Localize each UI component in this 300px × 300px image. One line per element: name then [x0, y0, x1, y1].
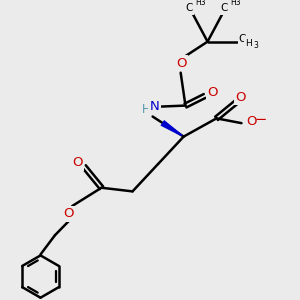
Text: O: O: [176, 57, 187, 70]
Text: −: −: [255, 112, 267, 127]
Polygon shape: [160, 120, 182, 136]
Text: H3: H3: [195, 0, 206, 7]
Text: C: C: [239, 34, 246, 44]
Text: O: O: [246, 115, 256, 128]
Text: O: O: [235, 91, 246, 104]
Text: H: H: [142, 103, 150, 116]
Text: 3: 3: [253, 41, 258, 50]
Text: O: O: [63, 207, 74, 220]
Text: H3: H3: [230, 0, 241, 7]
Text: O: O: [72, 156, 83, 169]
Text: N: N: [150, 100, 159, 113]
Text: O: O: [207, 85, 217, 99]
Text: H: H: [245, 39, 252, 48]
Text: C: C: [220, 4, 228, 14]
Text: C: C: [185, 4, 193, 14]
